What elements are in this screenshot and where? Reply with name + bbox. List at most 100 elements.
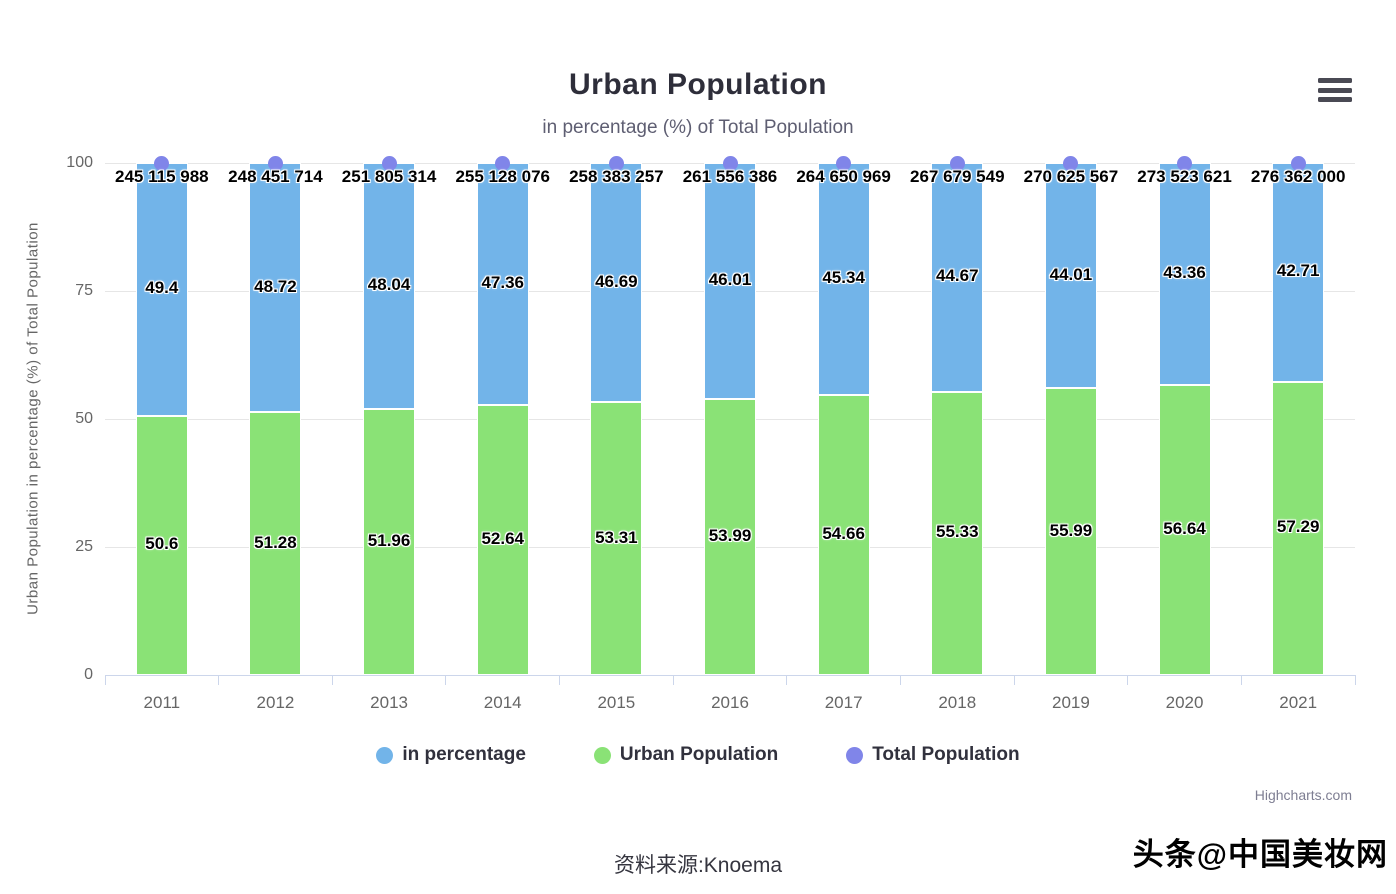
urban-population-label: 55.99 xyxy=(1049,520,1093,540)
hamburger-icon xyxy=(1318,97,1352,102)
x-axis-tick xyxy=(331,675,333,685)
bar-urban-population[interactable] xyxy=(590,402,643,675)
x-axis-tick xyxy=(1127,675,1129,685)
y-tick-label: 0 xyxy=(84,666,93,683)
in-percentage-label: 48.72 xyxy=(254,276,297,296)
in-percentage-label: 44.01 xyxy=(1049,264,1093,284)
total-population-label: 270 625 567 xyxy=(1023,167,1119,186)
urban-population-label: 53.31 xyxy=(595,527,638,547)
bar-in-percentage[interactable] xyxy=(590,163,643,403)
y-axis-title: Urban Population in percentage (%) of To… xyxy=(24,222,42,615)
bar-urban-population[interactable] xyxy=(135,415,188,675)
highcharts-credit-link[interactable]: Highcharts.com xyxy=(1254,787,1352,803)
bar-urban-population[interactable] xyxy=(476,405,529,675)
x-category-label: 2012 xyxy=(256,693,295,712)
total-population-label: 264 650 969 xyxy=(796,167,891,186)
urban-population-label: 51.96 xyxy=(367,530,411,550)
total-population-label: 261 556 386 xyxy=(682,167,778,186)
x-axis-tick xyxy=(672,675,674,685)
in-percentage-label: 43.36 xyxy=(1163,263,1206,282)
total-population-label: 251 805 314 xyxy=(341,167,437,186)
total-population-point[interactable] xyxy=(608,155,624,171)
y-tick-label: 100 xyxy=(66,154,93,171)
in-percentage-label: 42.71 xyxy=(1276,261,1320,281)
urban-population-label: 57.29 xyxy=(1276,517,1320,537)
bar-urban-population[interactable] xyxy=(249,412,302,675)
total-population-label: 258 383 257 xyxy=(569,167,664,186)
bar-in-percentage[interactable] xyxy=(1044,163,1097,389)
x-category-label: 2013 xyxy=(370,693,408,712)
x-axis-tick xyxy=(445,675,447,685)
bar-in-percentage[interactable] xyxy=(704,163,756,399)
bar-urban-population[interactable] xyxy=(817,395,870,675)
x-axis-tick xyxy=(1240,675,1242,685)
y-tick-label: 75 xyxy=(75,282,93,299)
bar-in-percentage[interactable] xyxy=(1158,163,1211,385)
legend-item-total-population[interactable]: Total Population xyxy=(846,744,1020,766)
total-population-point[interactable] xyxy=(154,155,170,171)
bar-in-percentage[interactable] xyxy=(476,163,529,406)
total-population-point[interactable] xyxy=(722,155,738,171)
x-category-label: 2011 xyxy=(143,693,181,712)
total-population-label: 248 451 714 xyxy=(228,167,323,186)
bar-urban-population[interactable] xyxy=(363,408,416,675)
urban-population-label: 51.28 xyxy=(254,532,297,552)
total-population-point[interactable] xyxy=(1063,155,1079,171)
urban-population-label: 50.6 xyxy=(145,534,179,554)
legend-item-label: Urban Population xyxy=(619,744,779,765)
bar-in-percentage[interactable] xyxy=(817,163,870,396)
total-population-label: 273 523 621 xyxy=(1137,167,1232,186)
urban-population-label: 56.64 xyxy=(1163,519,1206,538)
chart-subtitle: in percentage (%) of Total Population xyxy=(542,117,854,138)
chart-legend: in percentage Urban Population Total Popul… xyxy=(0,744,1396,766)
bar-urban-population[interactable] xyxy=(1158,385,1211,675)
total-population-point[interactable] xyxy=(949,155,965,171)
in-percentage-label: 48.04 xyxy=(367,274,411,294)
in-percentage-label: 47.36 xyxy=(481,273,524,293)
legend-marker-icon xyxy=(593,746,611,764)
total-population-point[interactable] xyxy=(495,155,511,171)
x-axis-tick xyxy=(218,675,220,685)
in-percentage-label: 46.01 xyxy=(708,269,752,289)
legend-item-in-percentage[interactable]: in percentage xyxy=(376,744,526,766)
bar-in-percentage[interactable] xyxy=(1272,163,1325,382)
in-percentage-label: 49.4 xyxy=(145,278,179,298)
in-percentage-label: 46.69 xyxy=(595,271,638,291)
bar-in-percentage[interactable] xyxy=(931,163,984,392)
urban-population-label: 54.66 xyxy=(822,524,865,544)
x-category-label: 2017 xyxy=(824,693,863,712)
bar-in-percentage[interactable] xyxy=(249,163,302,413)
x-axis-tick xyxy=(1354,675,1356,685)
bar-in-percentage[interactable] xyxy=(363,163,416,409)
bar-urban-population[interactable] xyxy=(1044,388,1097,675)
x-category-label: 2015 xyxy=(597,693,636,712)
urban-population-label: 52.64 xyxy=(481,529,524,549)
total-population-label: 245 115 988 xyxy=(115,167,209,186)
total-population-point[interactable] xyxy=(836,155,852,171)
chart-context-menu-button[interactable] xyxy=(1318,78,1352,102)
total-population-point[interactable] xyxy=(381,155,397,171)
bar-in-percentage[interactable] xyxy=(135,163,188,416)
hamburger-icon xyxy=(1318,87,1352,93)
total-population-point[interactable] xyxy=(1177,155,1193,171)
x-axis-tick xyxy=(786,675,788,685)
legend-item-urban-population[interactable]: Urban Population xyxy=(593,744,779,766)
watermark-text: 头条@中国美妆网 xyxy=(1132,837,1388,872)
bar-urban-population[interactable] xyxy=(1272,381,1325,675)
x-axis-line xyxy=(105,674,1355,676)
x-axis-tick xyxy=(899,675,901,685)
bar-urban-population[interactable] xyxy=(704,398,756,675)
total-population-point[interactable] xyxy=(267,155,283,171)
total-population-label: 255 128 076 xyxy=(455,167,550,186)
plot-area: 0 25 50 75 100 2011 245 115 988 49.4 50.6 2012 248… xyxy=(66,154,1356,712)
legend-item-label: Total Population xyxy=(872,744,1020,765)
bar-urban-population[interactable] xyxy=(931,391,984,675)
legend-marker-icon xyxy=(846,746,864,764)
x-category-label: 2019 xyxy=(1051,693,1090,712)
legend-marker-icon xyxy=(376,746,394,764)
urban-population-chart: Urban Population in percentage (%) of To… xyxy=(0,68,1396,803)
total-population-point[interactable] xyxy=(1290,155,1306,171)
chart-title: Urban Population xyxy=(569,68,827,101)
urban-population-label: 53.99 xyxy=(708,525,752,545)
x-category-label: 2021 xyxy=(1279,693,1318,712)
